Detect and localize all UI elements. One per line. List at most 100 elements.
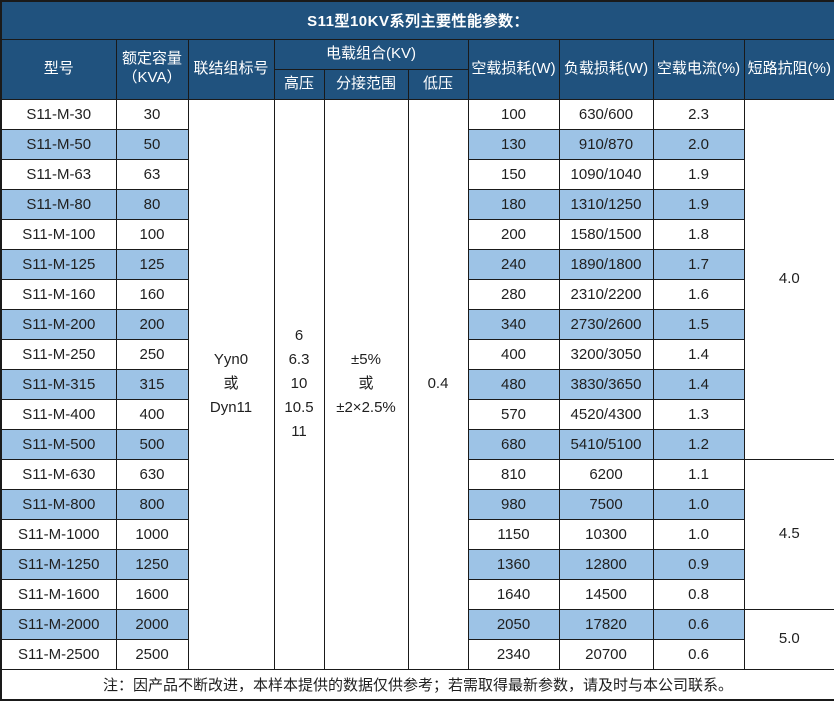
table-row: S11-M-200 200 340 2730/2600 1.5 <box>0 308 834 340</box>
table-row: S11-M-400 400 570 4520/4300 1.3 <box>0 398 834 430</box>
col-header-capacity: 额定容量 （KVA） <box>115 38 189 100</box>
cell-capacity: 125 <box>115 248 189 280</box>
cell-load-loss: 630/600 <box>558 98 654 130</box>
table-row: S11-M-1000 1000 1150 10300 1.0 <box>0 518 834 550</box>
cell-model: S11-M-63 <box>0 158 117 190</box>
cell-model: S11-M-30 <box>0 98 117 130</box>
cell-model: S11-M-160 <box>0 278 117 310</box>
cell-capacity: 30 <box>115 98 189 130</box>
col-header-lv: 低压 <box>407 68 469 100</box>
table-row: S11-M-800 800 980 7500 1.0 <box>0 488 834 520</box>
cell-model: S11-M-400 <box>0 398 117 430</box>
cell-impedance: 4.5 <box>743 458 834 610</box>
table-row: S11-M-500 500 680 5410/5100 1.2 <box>0 428 834 460</box>
cell-no-load-loss: 680 <box>467 428 560 460</box>
col-header-model: 型号 <box>0 38 117 100</box>
cell-no-load-current: 1.7 <box>652 248 745 280</box>
table-row: S11-M-50 50 130 910/870 2.0 <box>0 128 834 160</box>
cell-vector-group-line: Dyn11 <box>209 399 253 416</box>
cell-load-loss: 1890/1800 <box>558 248 654 280</box>
cell-impedance: 5.0 <box>743 608 834 670</box>
cell-no-load-current: 1.5 <box>652 308 745 340</box>
cell-no-load-current: 1.4 <box>652 368 745 400</box>
cell-no-load-loss: 1360 <box>467 548 560 580</box>
cell-hv-voltages-line: 11 <box>291 423 307 440</box>
cell-model: S11-M-1250 <box>0 548 117 580</box>
cell-model: S11-M-125 <box>0 248 117 280</box>
cell-hv-voltages-line: 10.5 <box>284 399 314 416</box>
table-row: S11-M-63 63 150 1090/1040 1.9 <box>0 158 834 190</box>
footer-note: 注：因产品不断改进，本样本提供的数据仅供参考；若需取得最新参数，请及时与本公司联… <box>0 668 834 701</box>
table-row: S11-M-30 30 Yyn0 或 Dyn11 6 6.3 10 10.5 11 ±5% 或 ±2×2… <box>0 98 834 670</box>
cell-capacity: 2500 <box>115 638 189 670</box>
cell-hv-voltages: 6 6.3 10 10.5 11 <box>273 98 325 670</box>
cell-no-load-current: 1.8 <box>652 218 745 250</box>
cell-no-load-current: 1.2 <box>652 428 745 460</box>
col-header-impedance: 短路抗阻(%) <box>743 38 834 100</box>
cell-load-loss: 3200/3050 <box>558 338 654 370</box>
cell-capacity: 800 <box>115 488 189 520</box>
cell-capacity: 2000 <box>115 608 189 640</box>
cell-no-load-loss: 100 <box>467 98 560 130</box>
cell-capacity: 200 <box>115 308 189 340</box>
cell-capacity: 100 <box>115 218 189 250</box>
cell-no-load-current: 2.3 <box>652 98 745 130</box>
table-title: S11型10KV系列主要性能参数： <box>0 0 834 40</box>
table-row: S11-M-630 630 810 6200 1.1 4.5 <box>0 458 834 610</box>
cell-model: S11-M-200 <box>0 308 117 340</box>
cell-vector-group-line: Yyn0 <box>213 351 249 368</box>
header-row-2: 高压 分接范围 低压 <box>1 68 834 100</box>
cell-load-loss: 14500 <box>558 578 654 610</box>
cell-hv-voltages-line: 6 <box>294 327 304 344</box>
cell-capacity: 1250 <box>115 548 189 580</box>
cell-load-loss: 12800 <box>558 548 654 580</box>
col-header-no-load-current: 空载电流(%) <box>652 38 745 100</box>
cell-vector-group-line: 或 <box>223 375 239 392</box>
cell-no-load-current: 1.4 <box>652 338 745 370</box>
table-row: S11-M-2000 2000 2050 17820 0.6 5.0 <box>0 608 834 670</box>
cell-no-load-loss: 1640 <box>467 578 560 610</box>
cell-no-load-current: 1.6 <box>652 278 745 310</box>
cell-model: S11-M-80 <box>0 188 117 220</box>
cell-no-load-current: 1.1 <box>652 458 745 490</box>
cell-lv-voltage: 0.4 <box>407 98 469 670</box>
footer-row: 注：因产品不断改进，本样本提供的数据仅供参考；若需取得最新参数，请及时与本公司联… <box>0 668 834 701</box>
cell-no-load-current: 1.0 <box>652 488 745 520</box>
cell-model: S11-M-1000 <box>0 518 117 550</box>
cell-no-load-loss: 400 <box>467 338 560 370</box>
cell-vector-group: Yyn0 或 Dyn11 <box>187 98 275 670</box>
cell-load-loss: 4520/4300 <box>558 398 654 430</box>
cell-load-loss: 1090/1040 <box>558 158 654 190</box>
col-header-no-load-loss: 空载损耗(W) <box>467 38 560 100</box>
cell-no-load-loss: 2050 <box>467 608 560 640</box>
col-header-hv: 高压 <box>273 68 325 100</box>
cell-no-load-loss: 1150 <box>467 518 560 550</box>
cell-no-load-loss: 570 <box>467 398 560 430</box>
table-body: S11-M-30 30 Yyn0 或 Dyn11 6 6.3 10 10.5 11 ±5% 或 ±2×2… <box>0 98 834 670</box>
cell-load-loss: 5410/5100 <box>558 428 654 460</box>
cell-no-load-loss: 340 <box>467 308 560 340</box>
cell-no-load-loss: 810 <box>467 458 560 490</box>
cell-no-load-loss: 2340 <box>467 638 560 670</box>
cell-model: S11-M-2000 <box>0 608 117 640</box>
cell-capacity: 50 <box>115 128 189 160</box>
cell-load-loss: 910/870 <box>558 128 654 160</box>
cell-model: S11-M-800 <box>0 488 117 520</box>
cell-no-load-loss: 480 <box>467 368 560 400</box>
cell-no-load-loss: 980 <box>467 488 560 520</box>
col-header-capacity-line2: （KVA） <box>122 69 182 86</box>
cell-model: S11-M-250 <box>0 338 117 370</box>
cell-no-load-current: 1.3 <box>652 398 745 430</box>
table-row: S11-M-160 160 280 2310/2200 1.6 <box>0 278 834 310</box>
cell-capacity: 1600 <box>115 578 189 610</box>
cell-load-loss: 2310/2200 <box>558 278 654 310</box>
cell-load-loss: 17820 <box>558 608 654 640</box>
cell-capacity: 63 <box>115 158 189 190</box>
cell-model: S11-M-2500 <box>0 638 117 670</box>
cell-impedance: 4.0 <box>743 98 834 460</box>
table-row: S11-M-125 125 240 1890/1800 1.7 <box>0 248 834 280</box>
cell-capacity: 80 <box>115 188 189 220</box>
cell-no-load-loss: 180 <box>467 188 560 220</box>
cell-load-loss: 2730/2600 <box>558 308 654 340</box>
